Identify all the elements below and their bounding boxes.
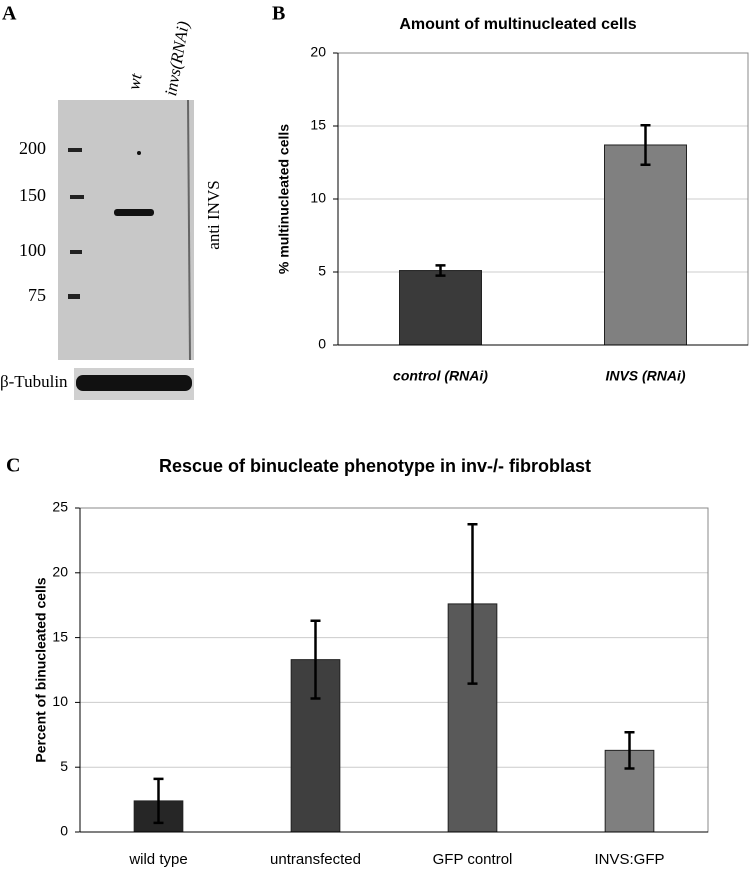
marker-label: 100: [19, 240, 46, 260]
x-tick-label: untransfected: [270, 851, 361, 868]
error-bar: [467, 522, 478, 685]
antibody-label: anti INVS: [204, 180, 223, 249]
lane-label: wt: [124, 71, 146, 91]
x-tick-label: wild type: [128, 851, 187, 868]
marker-band: [70, 195, 84, 199]
x-tick-label: control (RNAi): [393, 368, 488, 384]
lane-label: invs(RNAi): [161, 19, 193, 97]
marker-label: 150: [19, 185, 46, 205]
y-tick-label: 20: [310, 44, 326, 60]
marker-band: [68, 294, 80, 299]
y-tick-label: 5: [318, 263, 326, 279]
spot: [137, 151, 141, 155]
x-tick-label: INVS (RNAi): [605, 368, 685, 384]
y-tick-label: 25: [52, 499, 68, 515]
bar: [604, 144, 687, 346]
chart-title: Amount of multinucleated cells: [399, 16, 636, 33]
y-tick-label: 0: [318, 336, 326, 352]
marker-band: [68, 148, 82, 152]
panel-label: A: [2, 3, 17, 25]
blot: [58, 100, 194, 360]
x-tick-label: GFP control: [433, 851, 513, 868]
bar: [399, 270, 482, 346]
y-tick-label: 10: [52, 693, 68, 709]
y-axis-label: Percent of binucleated cells: [33, 577, 49, 762]
error-bar: [640, 124, 651, 166]
error-bar: [435, 264, 446, 277]
loading-control-label: β-Tubulin: [0, 372, 68, 391]
marker-band: [70, 250, 82, 254]
y-tick-label: 5: [60, 758, 68, 774]
y-tick-label: 10: [310, 190, 326, 206]
chart-title: Rescue of binucleate phenotype in inv-/-…: [159, 456, 591, 476]
error-bar: [624, 730, 635, 770]
panel-label: B: [272, 3, 285, 25]
tubulin-band: [76, 375, 192, 391]
marker-label: 200: [19, 138, 46, 158]
error-bar: [310, 619, 321, 700]
panel-a: A wt invs(RNAi) 200 150 100 75 anti INVS…: [0, 3, 223, 400]
y-axis-label: % multinucleated cells: [276, 124, 292, 274]
panel-label: C: [6, 455, 20, 477]
y-tick-label: 0: [60, 823, 68, 839]
band: [114, 209, 154, 216]
x-tick-label: INVS:GFP: [594, 851, 664, 868]
marker-label: 75: [28, 285, 46, 305]
blot-edge: [187, 99, 191, 361]
y-tick-label: 15: [52, 628, 68, 644]
y-tick-label: 20: [52, 564, 68, 580]
error-bar: [153, 777, 164, 825]
y-tick-label: 15: [310, 117, 326, 133]
